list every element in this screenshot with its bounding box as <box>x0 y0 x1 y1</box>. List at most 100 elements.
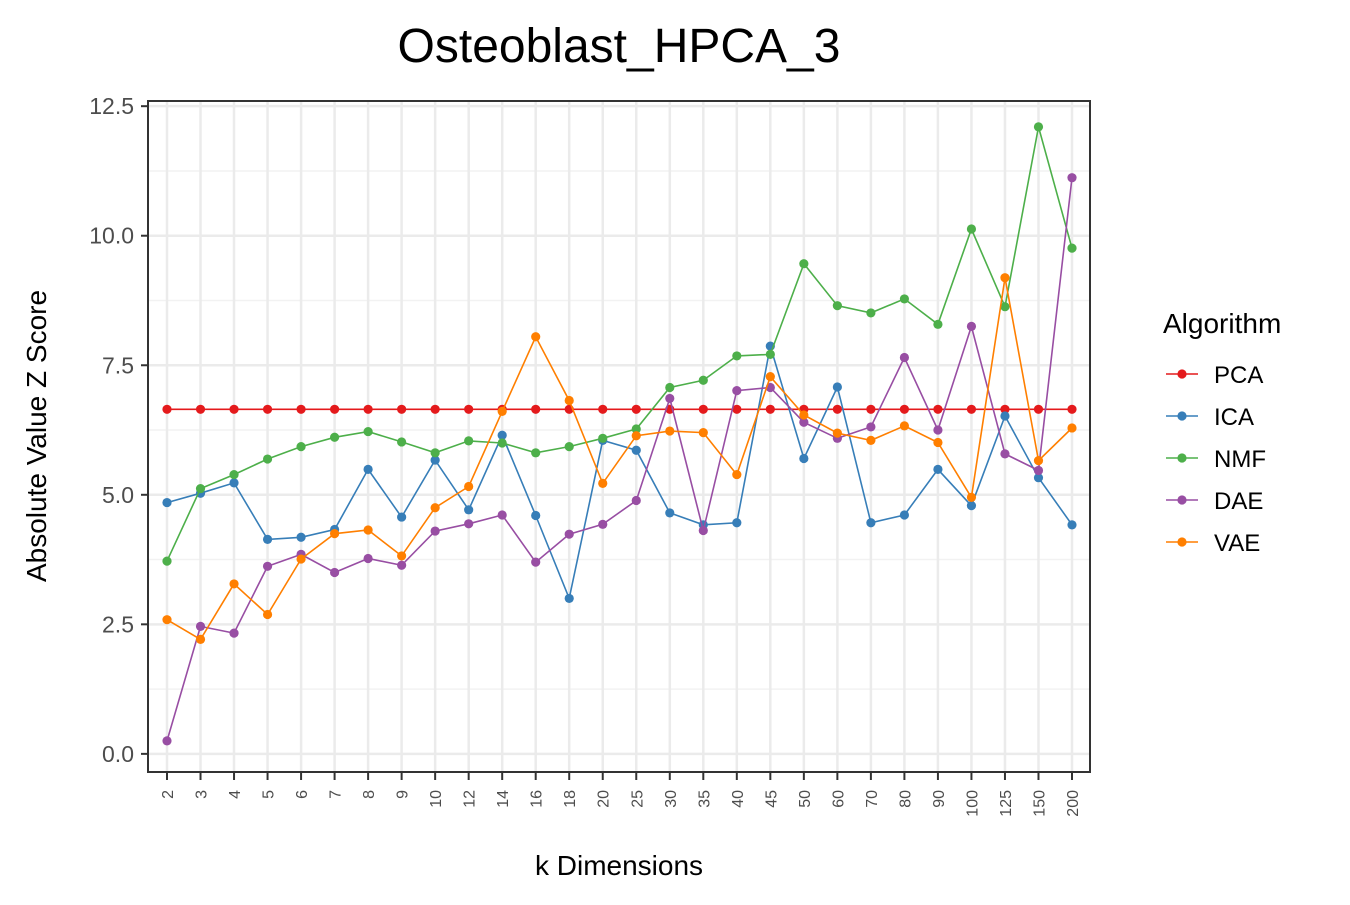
data-point-pca <box>1067 404 1077 414</box>
data-point-dae <box>966 321 977 331</box>
x-tick-label: 20 <box>596 790 613 808</box>
data-point-vae <box>162 615 172 625</box>
data-point-dae <box>262 561 273 571</box>
data-point-dae <box>665 393 675 404</box>
data-point-nmf <box>765 349 775 359</box>
data-point-dae <box>564 529 574 539</box>
data-point-pca <box>1033 404 1044 414</box>
x-axis-label: k Dimensions <box>535 850 703 881</box>
data-point-vae <box>397 551 407 561</box>
legend-label-pca: PCA <box>1214 362 1263 389</box>
axes: 0.02.55.07.510.012.52 3 4 5 6 7 8 9 10 12 14 16 18 20… <box>89 93 1082 817</box>
data-point-vae <box>1067 423 1077 433</box>
legend-label-ica: ICA <box>1214 404 1254 431</box>
data-point-vae <box>832 428 842 438</box>
data-point-ica <box>933 464 943 475</box>
chart-title: Osteoblast_HPCA_3 <box>398 20 841 73</box>
data-point-nmf <box>732 351 742 361</box>
data-point-pca <box>430 404 440 414</box>
data-point-pca <box>229 404 239 414</box>
x-tick-label: 35 <box>696 790 713 808</box>
data-point-dae <box>329 567 340 578</box>
series-line-nmf <box>166 126 1073 562</box>
data-point-dae <box>162 736 172 746</box>
data-point-pca <box>698 404 708 414</box>
x-tick-label: 60 <box>830 790 847 808</box>
data-point-vae <box>598 478 608 488</box>
data-point-ica <box>262 534 273 544</box>
data-point-vae <box>765 372 775 382</box>
data-point-nmf <box>698 375 708 385</box>
data-point-nmf <box>229 469 239 480</box>
data-point-nmf <box>1033 122 1044 132</box>
grid <box>148 101 1090 772</box>
data-point-dae <box>229 628 239 638</box>
data-point-dae <box>195 621 206 632</box>
data-point-ica <box>1067 520 1077 530</box>
x-tick-label: 150 <box>1031 790 1048 817</box>
data-point-vae <box>531 332 541 342</box>
data-point-vae <box>564 395 574 406</box>
data-point-nmf <box>1067 243 1077 253</box>
data-point-ica <box>229 478 239 488</box>
x-tick-label: 5 <box>261 790 278 799</box>
data-point-pca <box>296 404 306 414</box>
legend-title: Algorithm <box>1163 308 1281 339</box>
data-point-vae <box>665 426 675 436</box>
x-tick-label: 3 <box>194 790 211 799</box>
data-point-vae <box>262 609 273 620</box>
x-tick-label: 200 <box>1065 790 1082 817</box>
legend: Algorithm PCA ICA NMF DAE VAE <box>1163 308 1281 557</box>
x-tick-label: 50 <box>797 790 814 808</box>
series-line-dae <box>166 177 1073 742</box>
data-point-vae <box>296 554 306 564</box>
y-tick-label: 0.0 <box>102 741 134 767</box>
x-tick-label: 8 <box>361 790 378 799</box>
plot-panel-border <box>147 100 1091 773</box>
series-line-vae <box>166 277 1073 641</box>
data-point-dae <box>598 519 608 529</box>
x-tick-label: 40 <box>730 790 747 808</box>
data-point-pca <box>329 404 340 414</box>
data-point-ica <box>531 510 541 521</box>
y-tick-label: 5.0 <box>102 482 134 508</box>
data-point-vae <box>966 492 977 502</box>
data-point-vae <box>329 529 340 539</box>
x-tick-label: 2 <box>160 790 177 799</box>
y-axis-label: Absolute Value Z Score <box>21 290 52 582</box>
x-tick-label: 100 <box>964 790 981 817</box>
data-point-pca <box>933 404 943 414</box>
data-point-pca <box>866 404 876 414</box>
data-point-nmf <box>665 382 675 393</box>
data-point-pca <box>966 404 977 414</box>
y-tick-label: 7.5 <box>102 352 134 378</box>
data-point-vae <box>732 469 742 480</box>
legend-key-point-dae <box>1177 495 1187 505</box>
x-tick-label: 9 <box>395 790 412 799</box>
data-point-vae <box>631 431 641 441</box>
data-point-ica <box>899 510 910 520</box>
data-point-nmf <box>363 426 373 437</box>
data-point-vae <box>1033 455 1044 466</box>
x-tick-label: 4 <box>227 790 244 799</box>
y-tick-label: 2.5 <box>102 611 134 637</box>
data-point-pca <box>195 404 206 414</box>
data-point-ica <box>464 505 474 515</box>
data-point-pca <box>262 404 273 414</box>
data-point-dae <box>397 560 407 570</box>
data-point-dae <box>933 425 943 435</box>
x-tick-label: 7 <box>328 790 345 799</box>
y-tick-label: 12.5 <box>89 93 134 119</box>
data-point-dae <box>531 557 541 567</box>
data-point-nmf <box>162 556 172 566</box>
data-point-ica <box>497 430 507 440</box>
data-point-pca <box>531 404 541 414</box>
data-point-pca <box>363 404 373 414</box>
data-point-dae <box>698 525 708 536</box>
data-point-pca <box>732 404 742 414</box>
x-tick-label: 18 <box>562 790 579 808</box>
data-point-nmf <box>832 301 842 311</box>
data-point-vae <box>229 579 239 589</box>
data-point-pca <box>899 404 910 414</box>
